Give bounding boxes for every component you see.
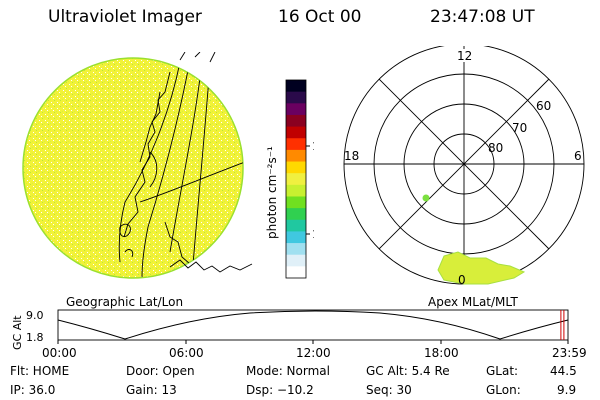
alt-tick-1-8: 1.8 bbox=[26, 331, 44, 344]
earth-disk-image bbox=[22, 52, 253, 279]
colorbar-segment bbox=[286, 103, 306, 116]
alt-tick-9: 9.0 bbox=[26, 309, 44, 322]
colorbar-segment bbox=[286, 196, 306, 209]
colorbar-segment bbox=[286, 184, 306, 197]
colorbar-segment bbox=[286, 138, 306, 151]
altitude-curve bbox=[57, 310, 569, 340]
date-readout: 16 Oct 00 bbox=[278, 7, 362, 27]
time-tick-1800: 18:00 bbox=[424, 346, 459, 360]
mode-info: Mode: Normal bbox=[246, 364, 330, 378]
alt-axis-label: GC Alt bbox=[11, 315, 24, 350]
gain-info: Gain: 13 bbox=[126, 383, 177, 397]
seq-info: Seq: 30 bbox=[366, 383, 412, 397]
time-tick-0000: 00:00 bbox=[42, 346, 77, 360]
dsp-info: Dsp: −10.2 bbox=[246, 383, 314, 397]
time-tick-2359: 23:59 bbox=[552, 346, 587, 360]
colorbar-segment bbox=[286, 91, 306, 104]
geographic-label: Geographic Lat/Lon bbox=[66, 295, 184, 309]
colorbar-segment bbox=[286, 266, 306, 279]
colorbar-segment bbox=[286, 208, 306, 221]
colorbar-tick-10: 10 bbox=[312, 228, 314, 241]
colorbar-segment bbox=[286, 149, 306, 163]
gc-alt-info: GC Alt: 5.4 Re bbox=[366, 364, 450, 378]
time-tick-1200: 12:00 bbox=[296, 346, 331, 360]
colorbar-segment bbox=[286, 219, 306, 232]
glat-value: 44.5 bbox=[550, 364, 577, 378]
altitude-timeline: GC Alt 9.0 1.8 00:00 06:00 12:00 18:00 2… bbox=[11, 309, 587, 360]
lat-label-80: 80 bbox=[488, 141, 503, 155]
mlt-label-0: 0 bbox=[458, 273, 466, 287]
flight-info: Flt: HOME bbox=[10, 364, 70, 378]
color-scale: 100 10 photon cm⁻²s⁻¹ bbox=[265, 79, 314, 279]
door-info: Door: Open bbox=[126, 364, 195, 378]
coastline-overlay bbox=[118, 59, 243, 278]
mlt-label-18: 18 bbox=[344, 149, 359, 163]
subsolar-marker bbox=[422, 194, 430, 202]
colorbar-segment bbox=[286, 173, 306, 186]
colorbar-segment bbox=[286, 126, 306, 139]
colorbar-segment bbox=[286, 80, 306, 93]
glat-label: GLat: bbox=[486, 364, 519, 378]
mlt-label-12: 12 bbox=[457, 49, 472, 63]
colorbar-segment bbox=[286, 161, 306, 174]
app-title: Ultraviolet Imager bbox=[48, 7, 202, 27]
colorbar-segment bbox=[286, 231, 306, 244]
mlt-label-6: 6 bbox=[574, 149, 582, 163]
polar-plot: 12 18 6 0 60 70 80 bbox=[343, 46, 585, 287]
lat-label-70: 70 bbox=[512, 121, 527, 135]
glon-label: GLon: bbox=[486, 383, 521, 397]
glon-value: 9.9 bbox=[557, 383, 577, 397]
colorbar-tick-100: 100 bbox=[312, 140, 314, 153]
ip-info: IP: 36.0 bbox=[10, 383, 56, 397]
colorbar-segment bbox=[286, 243, 306, 256]
auroral-emission-region bbox=[437, 251, 526, 285]
colorbar-segment bbox=[286, 254, 306, 267]
apex-label: Apex MLat/MLT bbox=[428, 295, 518, 309]
lat-label-60: 60 bbox=[536, 99, 551, 113]
colorbar-segment bbox=[286, 114, 306, 128]
time-readout: 23:47:08 UT bbox=[430, 7, 535, 27]
time-tick-0600: 06:00 bbox=[169, 346, 204, 360]
colorbar-unit-label: photon cm⁻²s⁻¹ bbox=[265, 146, 279, 239]
earth-disk bbox=[22, 57, 244, 279]
